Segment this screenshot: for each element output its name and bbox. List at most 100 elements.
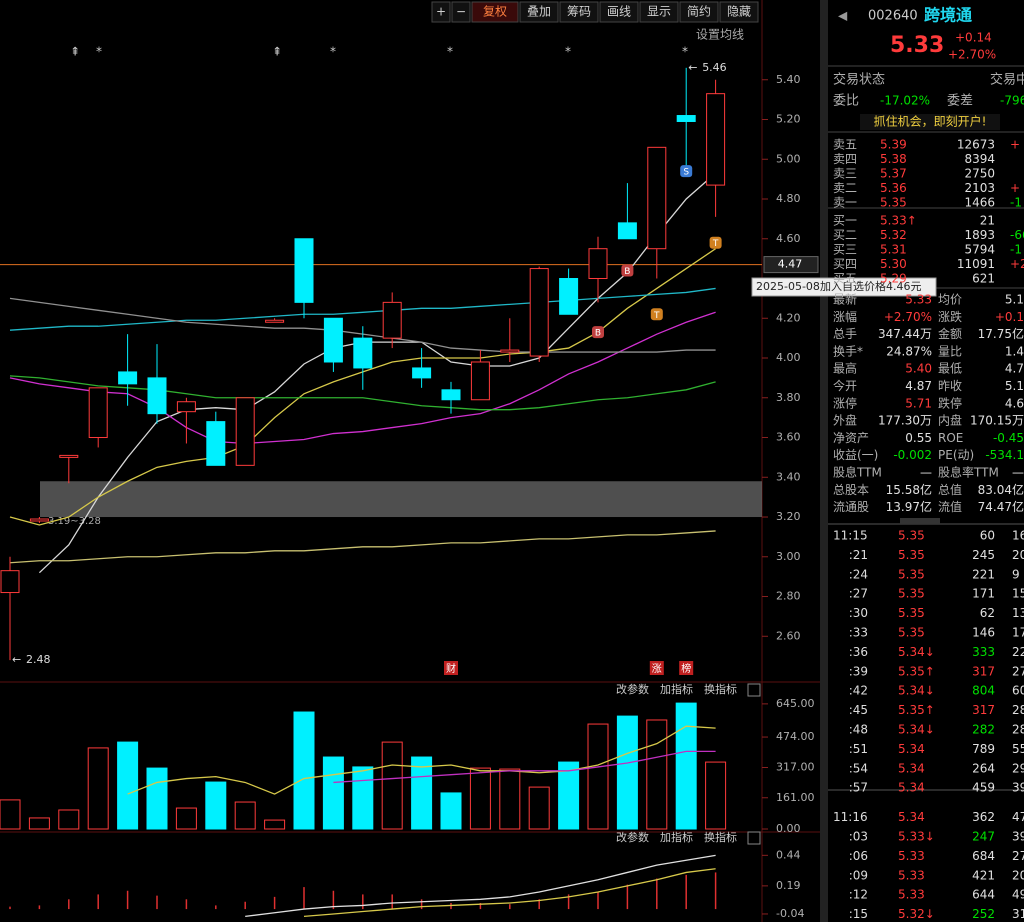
ma-line xyxy=(245,854,716,918)
candle-body xyxy=(382,301,402,339)
stat-value: 0.55 xyxy=(905,431,932,445)
toolbar-button[interactable] xyxy=(519,1,559,23)
collapse-handle[interactable] xyxy=(900,518,940,524)
event-label: 榜 xyxy=(681,662,691,675)
toolbar-button[interactable] xyxy=(679,1,719,23)
trade-count: 17 xyxy=(1012,626,1024,640)
y-tick-label: 0.44 xyxy=(776,848,801,861)
toolbar-button[interactable] xyxy=(599,1,639,23)
trade-price: 5.33 xyxy=(898,868,925,882)
back-arrow[interactable]: ◀ xyxy=(838,9,848,23)
trade-price: 5.35 xyxy=(898,606,925,620)
toolbar-button[interactable] xyxy=(431,1,451,23)
book-volume: 621 xyxy=(972,272,995,286)
trade-time: :12 xyxy=(849,888,868,902)
stock-code: 002640 xyxy=(868,9,918,24)
trade-price: 5.34↓ xyxy=(898,645,935,659)
book-label: 卖四 xyxy=(833,152,857,166)
stat-label: 昨收 xyxy=(938,379,962,393)
candle-body xyxy=(206,421,226,466)
book-price: 5.31 xyxy=(880,243,907,257)
book-change: + xyxy=(1010,181,1020,195)
stat-value: 5.1 xyxy=(1005,293,1024,307)
toolbar-button[interactable] xyxy=(639,1,679,23)
banner[interactable] xyxy=(860,114,1000,130)
candle-body xyxy=(559,278,579,315)
trade-price: 5.35 xyxy=(898,548,925,562)
event-badge[interactable] xyxy=(679,661,694,675)
tooltip-date: 2025-05-08 xyxy=(756,280,820,293)
trade-time: 11:15 xyxy=(833,529,868,543)
trade-count: 22 xyxy=(1012,645,1024,659)
trade-price: 5.34 xyxy=(898,761,925,775)
stat-label: 跌停 xyxy=(938,395,962,410)
y-tick-label: 3.40 xyxy=(776,470,801,483)
toolbar-button[interactable] xyxy=(471,1,519,23)
mark: ⇞ xyxy=(70,45,80,59)
trade-count: 27 xyxy=(1012,849,1024,863)
y-tick-label: 0.00 xyxy=(776,822,801,835)
stat-value: — xyxy=(1012,466,1024,480)
mark: * xyxy=(565,45,571,59)
trade-volume: 684 xyxy=(972,849,995,863)
trade-price: 5.33 xyxy=(898,849,925,863)
trade-price: 5.34↓ xyxy=(898,723,935,737)
stat-label: ROE xyxy=(938,431,963,445)
book-volume: 2103 xyxy=(964,181,995,195)
panel-tool[interactable]: 换指标 xyxy=(704,830,737,844)
trade-time: :24 xyxy=(849,567,868,581)
panel-tool[interactable]: 改参数 xyxy=(616,830,649,844)
stat-label: 收益(一) xyxy=(833,448,878,462)
trade-time: :51 xyxy=(849,742,868,756)
event-badge[interactable] xyxy=(649,661,664,675)
toolbar-button[interactable] xyxy=(719,1,759,23)
candle-body xyxy=(588,248,608,280)
stat-label: PE(动) xyxy=(938,448,974,462)
toolbar-button[interactable] xyxy=(559,1,599,23)
low-mark: 2.48 xyxy=(26,653,51,666)
toolbar-label: 简约 xyxy=(687,4,711,19)
volume-bar xyxy=(499,768,521,830)
y-tick-label: 3.80 xyxy=(776,391,801,404)
volume-bar xyxy=(28,817,50,830)
toolbar-label: 筹码 xyxy=(567,5,591,19)
stat-value: — xyxy=(920,466,932,480)
toolbar-label: − xyxy=(456,5,466,19)
stat-value: 170.15万 xyxy=(970,414,1024,428)
trade-price: 5.35 xyxy=(898,587,925,601)
trade-time: :39 xyxy=(849,664,868,678)
candle-body xyxy=(29,518,49,522)
event-badge[interactable] xyxy=(444,661,458,675)
trade-count: 47 xyxy=(1012,810,1024,824)
panel-close[interactable] xyxy=(747,831,761,845)
event-label: 涨 xyxy=(652,663,662,675)
book-price: 5.33↑ xyxy=(880,214,917,228)
y-tick-label: 2.60 xyxy=(776,629,801,642)
book-volume: 11091 xyxy=(957,257,995,271)
y-tick-label: 3.00 xyxy=(776,550,801,563)
panel-tool[interactable]: 换指标 xyxy=(704,682,737,696)
trade-count: 15 xyxy=(1012,587,1024,601)
trade-volume: 282 xyxy=(972,723,995,737)
stat-value: 177.30万 xyxy=(878,414,932,428)
trade-count: 39 xyxy=(1012,781,1024,795)
toolbar-label: 复权 xyxy=(483,5,507,19)
panel-tool[interactable]: 改参数 xyxy=(616,682,649,696)
stat-label: 总股本 xyxy=(833,483,869,497)
zone-label: 3.19~3.28 xyxy=(48,516,101,527)
trade-volume: 62 xyxy=(980,606,995,620)
splitter[interactable] xyxy=(820,0,828,922)
stat-label: 股息率TTM xyxy=(938,465,999,480)
panel-tool[interactable]: 加指标 xyxy=(660,830,693,844)
tooltip-text: 加入自选价格4.46元 xyxy=(820,279,922,293)
stat-value: 83.04亿 xyxy=(978,482,1024,497)
volume-bar xyxy=(146,767,168,830)
trade-volume: 171 xyxy=(972,587,995,601)
stat-value: +0.1 xyxy=(995,310,1024,324)
volume-bar xyxy=(528,786,550,830)
panel-close[interactable] xyxy=(747,683,761,697)
trade-time: :06 xyxy=(849,849,868,863)
panel-tool[interactable]: 加指标 xyxy=(660,682,693,696)
toolbar-button[interactable] xyxy=(451,1,471,23)
stat-label: 换手* xyxy=(833,344,863,358)
